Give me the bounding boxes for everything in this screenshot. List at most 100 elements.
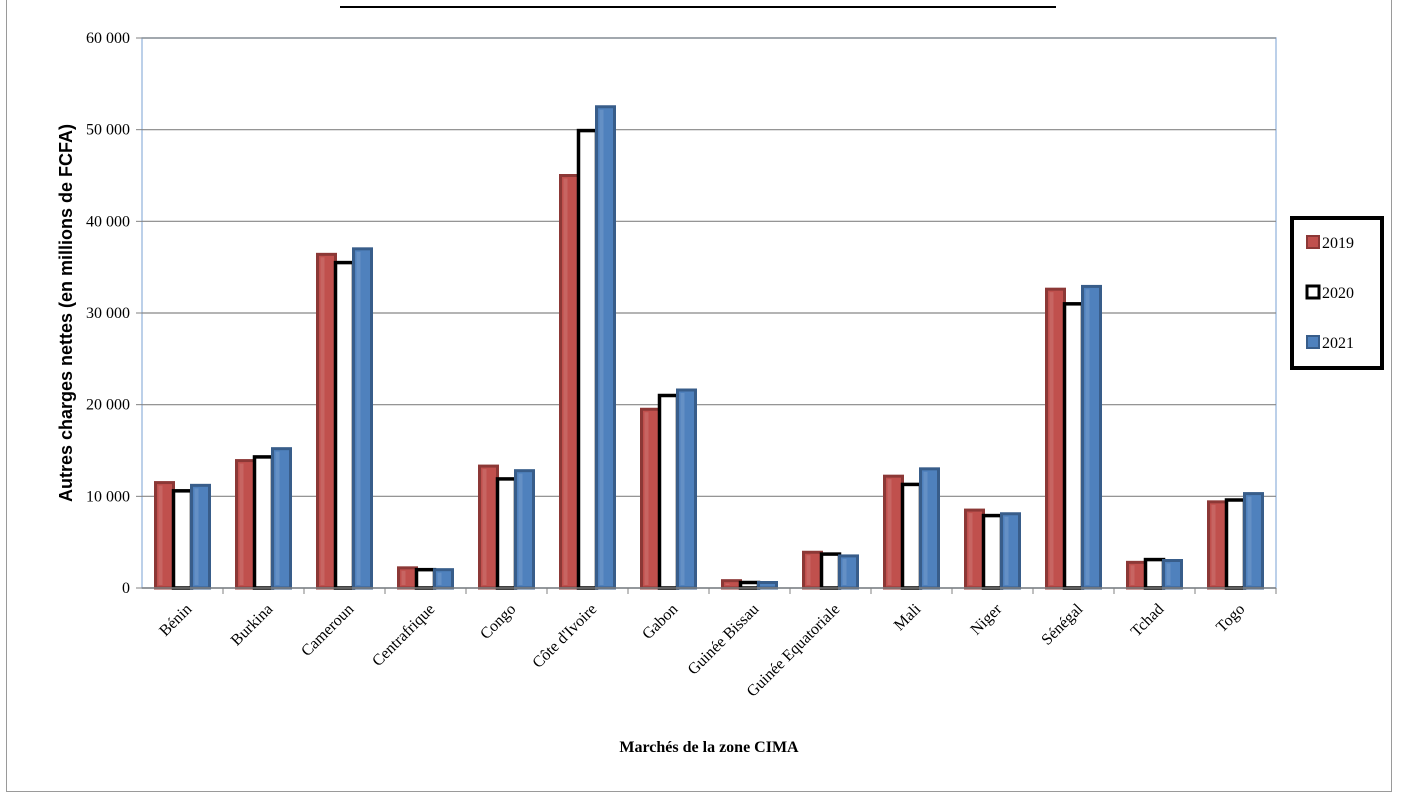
y-tick-label: 20 000 (86, 397, 130, 414)
y-axis-title: Autres charges nettes (en millions de FC… (56, 124, 76, 502)
legend-swatch-2020 (1305, 284, 1321, 300)
bar-2020 (333, 260, 356, 590)
bar-2020 (900, 482, 923, 590)
bar-2019 (478, 464, 499, 590)
legend-swatch-2019 (1306, 235, 1320, 249)
bar-2019 (964, 508, 985, 590)
bar-2019 (235, 459, 256, 590)
bar-highlight (842, 558, 847, 585)
bar-2020 (171, 489, 194, 590)
bar-highlight (887, 479, 892, 585)
legend: 2019 2020 2021 (1290, 216, 1384, 370)
x-tick-label: Centrafrique (369, 601, 438, 670)
bar-2021 (757, 581, 778, 590)
bar-highlight (1085, 289, 1090, 585)
bar-highlight (239, 463, 244, 585)
bar-2021 (676, 388, 697, 590)
bar-2019 (721, 579, 742, 590)
bar-highlight (1166, 563, 1171, 585)
bar-2021 (190, 483, 211, 590)
bar-highlight (599, 109, 604, 585)
legend-label-2021: 2021 (1322, 335, 1354, 352)
bar-highlight (356, 251, 361, 586)
bar-2020 (819, 552, 842, 590)
bar-2019 (802, 550, 823, 590)
bar-highlight (1247, 496, 1252, 585)
bar-highlight (1049, 292, 1054, 585)
bar-2020 (738, 580, 761, 590)
bar-2021 (352, 247, 373, 590)
bar-2019 (640, 407, 661, 590)
bar-2021 (1162, 559, 1183, 590)
bar-2020 (657, 393, 680, 590)
y-tick-label: 10 000 (86, 488, 130, 505)
bar-highlight (923, 471, 928, 585)
bar-2021 (1081, 284, 1102, 590)
y-axis-ticks: 0 10 000 20 000 30 000 40 000 50 000 60 000 (86, 30, 130, 597)
x-tick-label: Mali (891, 600, 925, 634)
bar-2021 (514, 469, 535, 590)
bar-highlight (680, 393, 685, 585)
bar-2019 (1207, 500, 1228, 590)
bar-2020 (1143, 557, 1166, 590)
bar-2019 (154, 481, 175, 590)
bar-highlight (482, 469, 487, 585)
bar-highlight (275, 451, 280, 585)
y-tick-label: 50 000 (86, 122, 130, 139)
bar-2021 (1243, 492, 1264, 590)
bar-highlight (1130, 565, 1135, 585)
x-tick-label: Guinée Bissau (685, 601, 763, 679)
bar-2019 (1126, 560, 1147, 590)
legend-label-2020: 2020 (1322, 285, 1354, 302)
bar-2020 (252, 455, 275, 590)
bar-highlight (1004, 516, 1009, 585)
bar-highlight (1211, 504, 1216, 585)
bar-2019 (559, 174, 580, 590)
x-axis-ticks: Bénin Burkina Cameroun Centrafrique Congo Côt… (156, 588, 1277, 700)
bar-2020 (495, 477, 518, 590)
bar-2019 (316, 252, 337, 590)
x-tick-label: Tchad (1128, 601, 1167, 640)
bar-2021 (271, 447, 292, 590)
bar-2020 (414, 567, 437, 590)
bar-2020 (1224, 498, 1247, 590)
bar-highlight (968, 513, 973, 585)
bar-2021 (838, 554, 859, 590)
bar-2021 (595, 105, 616, 590)
x-tick-label: Côte d'Ivoire (529, 601, 600, 672)
x-tick-label: Congo (477, 601, 519, 643)
bar-highlight (158, 485, 163, 585)
legend-items: 2019 2020 2021 (1305, 235, 1354, 352)
bar-highlight (806, 555, 811, 585)
bar-2019 (1045, 287, 1066, 590)
bar-2021 (433, 568, 454, 590)
bar-2019 (883, 474, 904, 590)
bar-2020 (981, 513, 1004, 590)
x-tick-label: Sénégal (1038, 600, 1086, 648)
bar-2019 (397, 566, 418, 590)
x-axis-title: Marchés de la zone CIMA (619, 739, 799, 756)
x-tick-label: Burkina (228, 601, 276, 649)
x-tick-label: Bénin (156, 601, 195, 640)
y-tick-label: 30 000 (86, 305, 130, 322)
bar-highlight (401, 570, 406, 585)
x-tick-label: Niger (968, 600, 1006, 638)
bar-highlight (518, 473, 523, 585)
bars (154, 105, 1264, 590)
legend-label-2019: 2019 (1322, 235, 1354, 252)
y-tick-label: 60 000 (86, 30, 130, 47)
bar-highlight (563, 178, 568, 585)
bar-highlight (437, 572, 442, 585)
bar-highlight (725, 583, 730, 585)
bar-2020 (1062, 302, 1085, 590)
bar-highlight (644, 412, 649, 585)
chart-title (340, 0, 1056, 8)
legend-swatch-2021 (1306, 335, 1320, 349)
bar-highlight (320, 257, 325, 585)
bar-2020 (576, 128, 599, 590)
bar-2021 (1000, 512, 1021, 590)
x-tick-label: Cameroun (298, 601, 357, 660)
bar-highlight (194, 488, 199, 585)
x-tick-label: Togo (1213, 601, 1248, 636)
